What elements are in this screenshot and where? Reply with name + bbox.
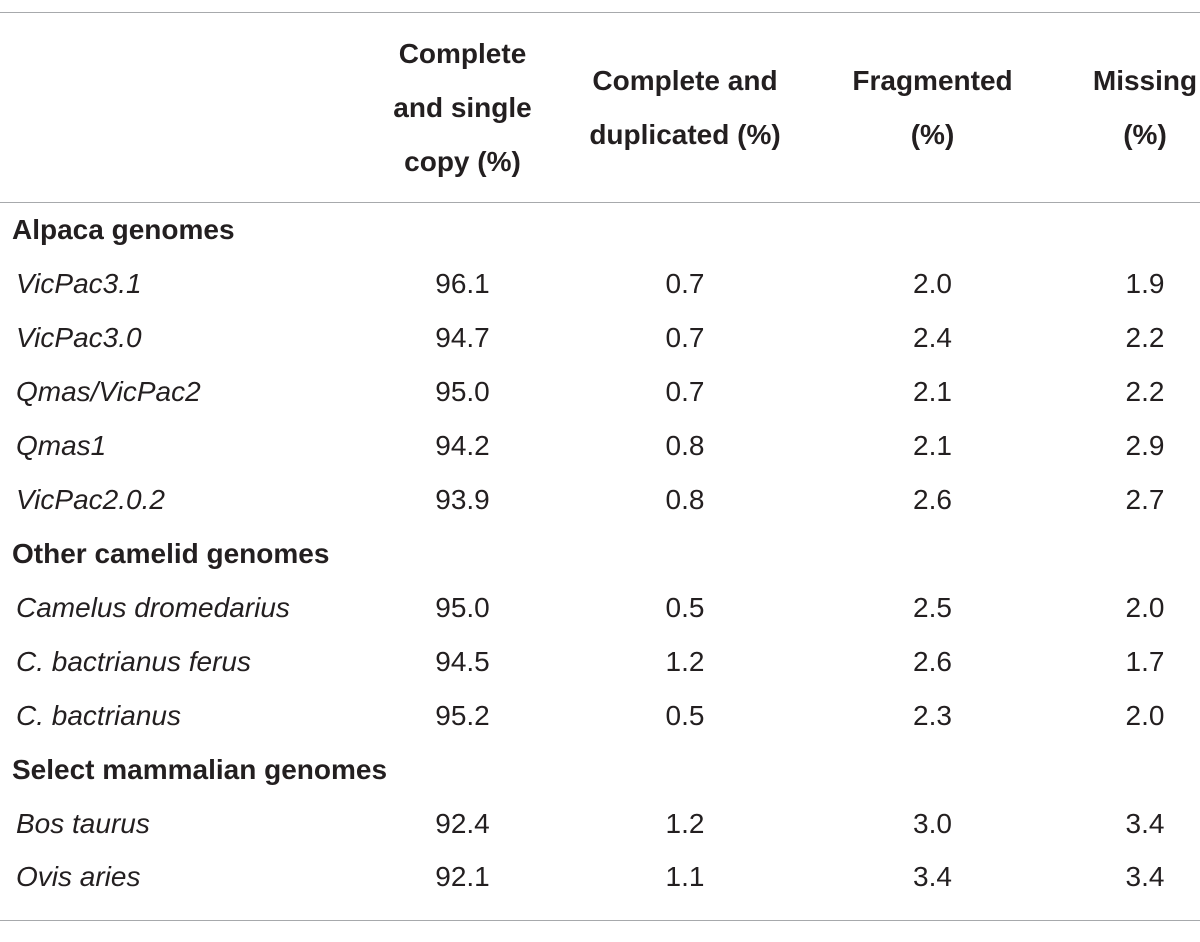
header-missing: Missing (%) xyxy=(1055,13,1200,203)
table-row: Qmas/VicPac2 95.0 0.7 2.1 2.2 xyxy=(0,365,1200,419)
cell-complete-single: 92.1 xyxy=(435,861,490,893)
cell-missing: 2.2 xyxy=(1125,375,1165,407)
cell-complete-single: 92.4 xyxy=(435,807,490,839)
table-row: VicPac2.0.2 93.9 0.8 2.6 2.7 xyxy=(0,473,1200,527)
genome-name: VicPac2.0.2 xyxy=(16,483,165,515)
group-label: Select mammalian genomes xyxy=(12,753,388,785)
cell-fragmented: 3.0 xyxy=(913,807,952,839)
cell-missing: 1.7 xyxy=(1125,645,1165,677)
header-line: Complete and xyxy=(592,64,778,96)
group-row-alpaca-genomes: Alpaca genomes xyxy=(0,203,1200,257)
cell-complete-duplicated: 1.2 xyxy=(665,807,705,839)
cell-complete-duplicated: 0.5 xyxy=(665,699,705,731)
cell-complete-single: 96.1 xyxy=(435,267,490,299)
header-line: Fragmented xyxy=(852,64,1013,96)
cell-complete-duplicated: 0.8 xyxy=(665,483,705,515)
group-row-other-camelid-genomes: Other camelid genomes xyxy=(0,527,1200,581)
header-line: duplicated (%) xyxy=(589,118,781,150)
genome-name: VicPac3.1 xyxy=(16,267,142,299)
cell-fragmented: 2.0 xyxy=(913,267,952,299)
cell-fragmented: 2.6 xyxy=(913,483,952,515)
group-row-select-mammalian-genomes: Select mammalian genomes xyxy=(0,743,1200,797)
header-complete-single-copy: Complete and single copy (%) xyxy=(345,13,560,203)
table-row: Qmas1 94.2 0.8 2.1 2.9 xyxy=(0,419,1200,473)
busco-results-table: Complete and single copy (%) Complete an… xyxy=(0,12,1200,921)
cell-fragmented: 2.1 xyxy=(913,375,952,407)
header-line: and single xyxy=(393,91,532,123)
header-line: (%) xyxy=(910,118,955,150)
genome-name: Qmas1 xyxy=(16,429,107,461)
table-row: VicPac3.1 96.1 0.7 2.0 1.9 xyxy=(0,257,1200,311)
header-line: (%) xyxy=(1123,118,1167,150)
cell-complete-duplicated: 0.5 xyxy=(665,591,705,623)
table-row: VicPac3.0 94.7 0.7 2.4 2.2 xyxy=(0,311,1200,365)
genome-name: Camelus dromedarius xyxy=(16,591,290,623)
genome-name: Qmas/VicPac2 xyxy=(16,375,201,407)
cell-complete-single: 94.2 xyxy=(435,429,490,461)
table-row: Ovis aries 92.1 1.1 3.4 3.4 xyxy=(0,851,1200,921)
cell-fragmented: 2.3 xyxy=(913,699,952,731)
header-complete-duplicated: Complete and duplicated (%) xyxy=(560,13,810,203)
cell-missing: 1.9 xyxy=(1125,267,1165,299)
genome-name: Bos taurus xyxy=(16,807,150,839)
table-row: Camelus dromedarius 95.0 0.5 2.5 2.0 xyxy=(0,581,1200,635)
cell-complete-single: 95.0 xyxy=(435,591,490,623)
cell-complete-duplicated: 1.1 xyxy=(665,861,705,893)
header-line: copy (%) xyxy=(404,145,521,177)
header-line: Missing xyxy=(1092,64,1198,96)
table-row: C. bactrianus ferus 94.5 1.2 2.6 1.7 xyxy=(0,635,1200,689)
cell-complete-duplicated: 0.7 xyxy=(665,267,705,299)
header-genome xyxy=(0,13,345,203)
genome-name: VicPac3.0 xyxy=(16,321,142,353)
group-label: Alpaca genomes xyxy=(12,213,235,245)
cell-complete-duplicated: 0.8 xyxy=(665,429,705,461)
header-fragmented: Fragmented (%) xyxy=(810,13,1055,203)
cell-missing: 2.7 xyxy=(1125,483,1165,515)
cell-fragmented: 3.4 xyxy=(913,861,952,893)
cell-missing: 2.9 xyxy=(1125,429,1165,461)
cell-missing: 2.0 xyxy=(1125,591,1165,623)
cell-missing: 2.2 xyxy=(1125,321,1165,353)
cell-fragmented: 2.1 xyxy=(913,429,952,461)
cell-complete-duplicated: 0.7 xyxy=(665,375,705,407)
cell-complete-duplicated: 1.2 xyxy=(665,645,705,677)
cell-missing: 3.4 xyxy=(1125,807,1165,839)
header-line: Complete xyxy=(398,37,527,69)
genome-name: C. bactrianus xyxy=(16,699,181,731)
cell-complete-duplicated: 0.7 xyxy=(665,321,705,353)
cell-fragmented: 2.5 xyxy=(913,591,952,623)
cell-complete-single: 95.2 xyxy=(435,699,490,731)
cell-complete-single: 93.9 xyxy=(435,483,490,515)
table-row: Bos taurus 92.4 1.2 3.0 3.4 xyxy=(0,797,1200,851)
cell-missing: 3.4 xyxy=(1125,861,1165,893)
genome-name: Ovis aries xyxy=(16,861,141,893)
cell-missing: 2.0 xyxy=(1125,699,1165,731)
cell-complete-single: 94.5 xyxy=(435,645,490,677)
genome-name: C. bactrianus ferus xyxy=(16,645,251,677)
cell-fragmented: 2.4 xyxy=(913,321,952,353)
table-row: C. bactrianus 95.2 0.5 2.3 2.0 xyxy=(0,689,1200,743)
cell-fragmented: 2.6 xyxy=(913,645,952,677)
table-header-row: Complete and single copy (%) Complete an… xyxy=(0,13,1200,203)
group-label: Other camelid genomes xyxy=(12,537,330,569)
cell-complete-single: 94.7 xyxy=(435,321,490,353)
cell-complete-single: 95.0 xyxy=(435,375,490,407)
